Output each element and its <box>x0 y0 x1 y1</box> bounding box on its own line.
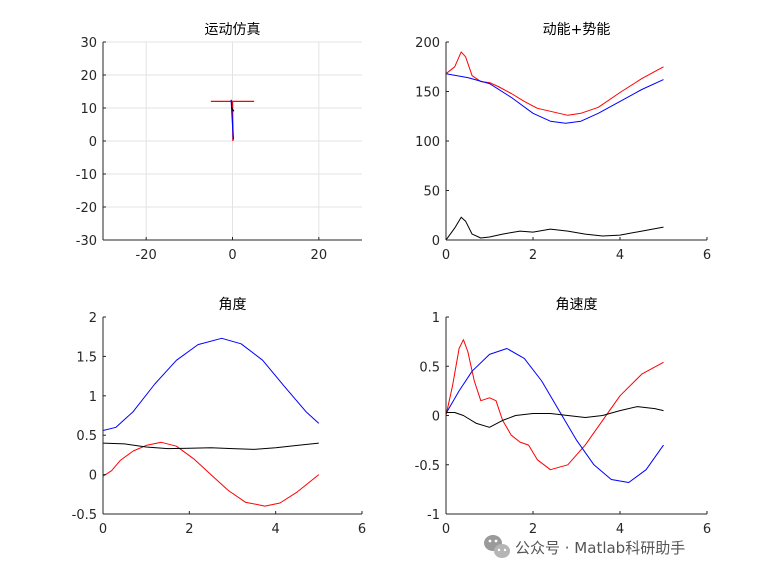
angle-plot-area <box>103 317 362 514</box>
energy-x-tick-label-3: 6 <box>703 248 711 263</box>
energy-series-2 <box>446 216 664 240</box>
energy-x-tick-label-2: 4 <box>616 248 624 263</box>
velocity-series-0 <box>446 339 664 471</box>
motion-y-tick-label-5: -20 <box>76 201 97 216</box>
energy-y-tick-label-4: 0 <box>432 234 440 249</box>
watermark-text: 公众号 · Matlab科研助手 <box>515 539 685 557</box>
angle-y-tick-label-5: -0.5 <box>72 508 97 523</box>
energy-y-tick-label-0: 200 <box>415 36 440 51</box>
motion-y-tick-label-4: -10 <box>76 168 97 183</box>
energy-series-group <box>446 51 664 240</box>
energy-axes: 0 2 4 6 200 150 100 50 0 动能+势能 <box>415 22 711 263</box>
motion-axes: -20 0 20 30 20 10 0 -10 -20 -30 运动仿真 <box>76 22 362 263</box>
velocity-axes: 0 2 4 6 1 0.5 0 -0.5 -1 角速度 <box>415 297 712 537</box>
angle-x-tick-label-3: 6 <box>358 522 366 537</box>
motion-y-tick-label-2: 10 <box>80 102 97 117</box>
velocity-series-group <box>446 339 664 483</box>
motion-title: 运动仿真 <box>205 22 261 38</box>
energy-y-tick-label-2: 100 <box>415 135 440 150</box>
velocity-x-tick-label-1: 2 <box>529 522 537 537</box>
watermark: 公众号 · Matlab科研助手 <box>484 535 685 558</box>
motion-y-tick-label-6: -30 <box>76 234 97 249</box>
motion-series-3 <box>231 107 235 112</box>
angle-series-group <box>103 337 320 507</box>
angle-y-tick-label-2: 1 <box>89 390 97 405</box>
velocity-x-tick-label-2: 4 <box>616 522 624 537</box>
velocity-series-1 <box>446 348 664 483</box>
velocity-series-2 <box>446 406 664 428</box>
velocity-y-tick-label-0: 1 <box>432 311 440 326</box>
angle-y-tick-label-0: 2 <box>89 311 97 326</box>
velocity-y-tick-label-2: 0 <box>432 410 440 425</box>
angle-y-tick-label-3: 0.5 <box>76 429 97 444</box>
angle-x-tick-label-2: 4 <box>272 522 280 537</box>
energy-y-tick-label-1: 150 <box>415 86 440 101</box>
angle-series-1 <box>103 441 320 507</box>
angle-series-0 <box>103 337 320 431</box>
velocity-plot-area <box>446 317 707 514</box>
velocity-y-tick-label-3: -0.5 <box>415 459 440 474</box>
energy-series-0 <box>446 51 664 116</box>
wechat-icon <box>484 535 510 558</box>
motion-series-2 <box>230 99 235 140</box>
energy-x-tick-label-0: 0 <box>442 248 450 263</box>
angle-series-2 <box>103 442 319 450</box>
motion-series-group <box>210 99 255 142</box>
velocity-y-tick-label-1: 0.5 <box>419 360 440 375</box>
motion-x-tick-label-2: 20 <box>311 248 328 263</box>
angle-y-tick-label-1: 1.5 <box>76 350 97 365</box>
angle-x-tick-label-0: 0 <box>99 522 107 537</box>
energy-series-1 <box>446 73 664 124</box>
motion-x-tick-label-1: 0 <box>228 248 236 263</box>
energy-title: 动能+势能 <box>543 22 611 38</box>
motion-y-tick-label-1: 20 <box>80 69 97 84</box>
energy-plot-area <box>446 42 707 240</box>
velocity-x-tick-label-0: 0 <box>442 522 450 537</box>
angle-y-tick-label-4: 0 <box>89 469 97 484</box>
motion-y-tick-label-3: 0 <box>89 135 97 150</box>
motion-y-tick-label-0: 30 <box>80 36 97 51</box>
velocity-title: 角速度 <box>556 297 598 313</box>
velocity-y-tick-label-4: -1 <box>427 508 440 523</box>
angle-x-tick-label-1: 2 <box>185 522 193 537</box>
angle-axes: 0 2 4 621.510.50-0.5角度 <box>72 297 367 537</box>
velocity-x-tick-label-3: 6 <box>703 522 711 537</box>
energy-x-tick-label-1: 2 <box>529 248 537 263</box>
angle-title: 角度 <box>219 297 247 313</box>
energy-y-tick-label-3: 50 <box>423 185 440 200</box>
motion-x-tick-label-0: -20 <box>136 248 157 263</box>
